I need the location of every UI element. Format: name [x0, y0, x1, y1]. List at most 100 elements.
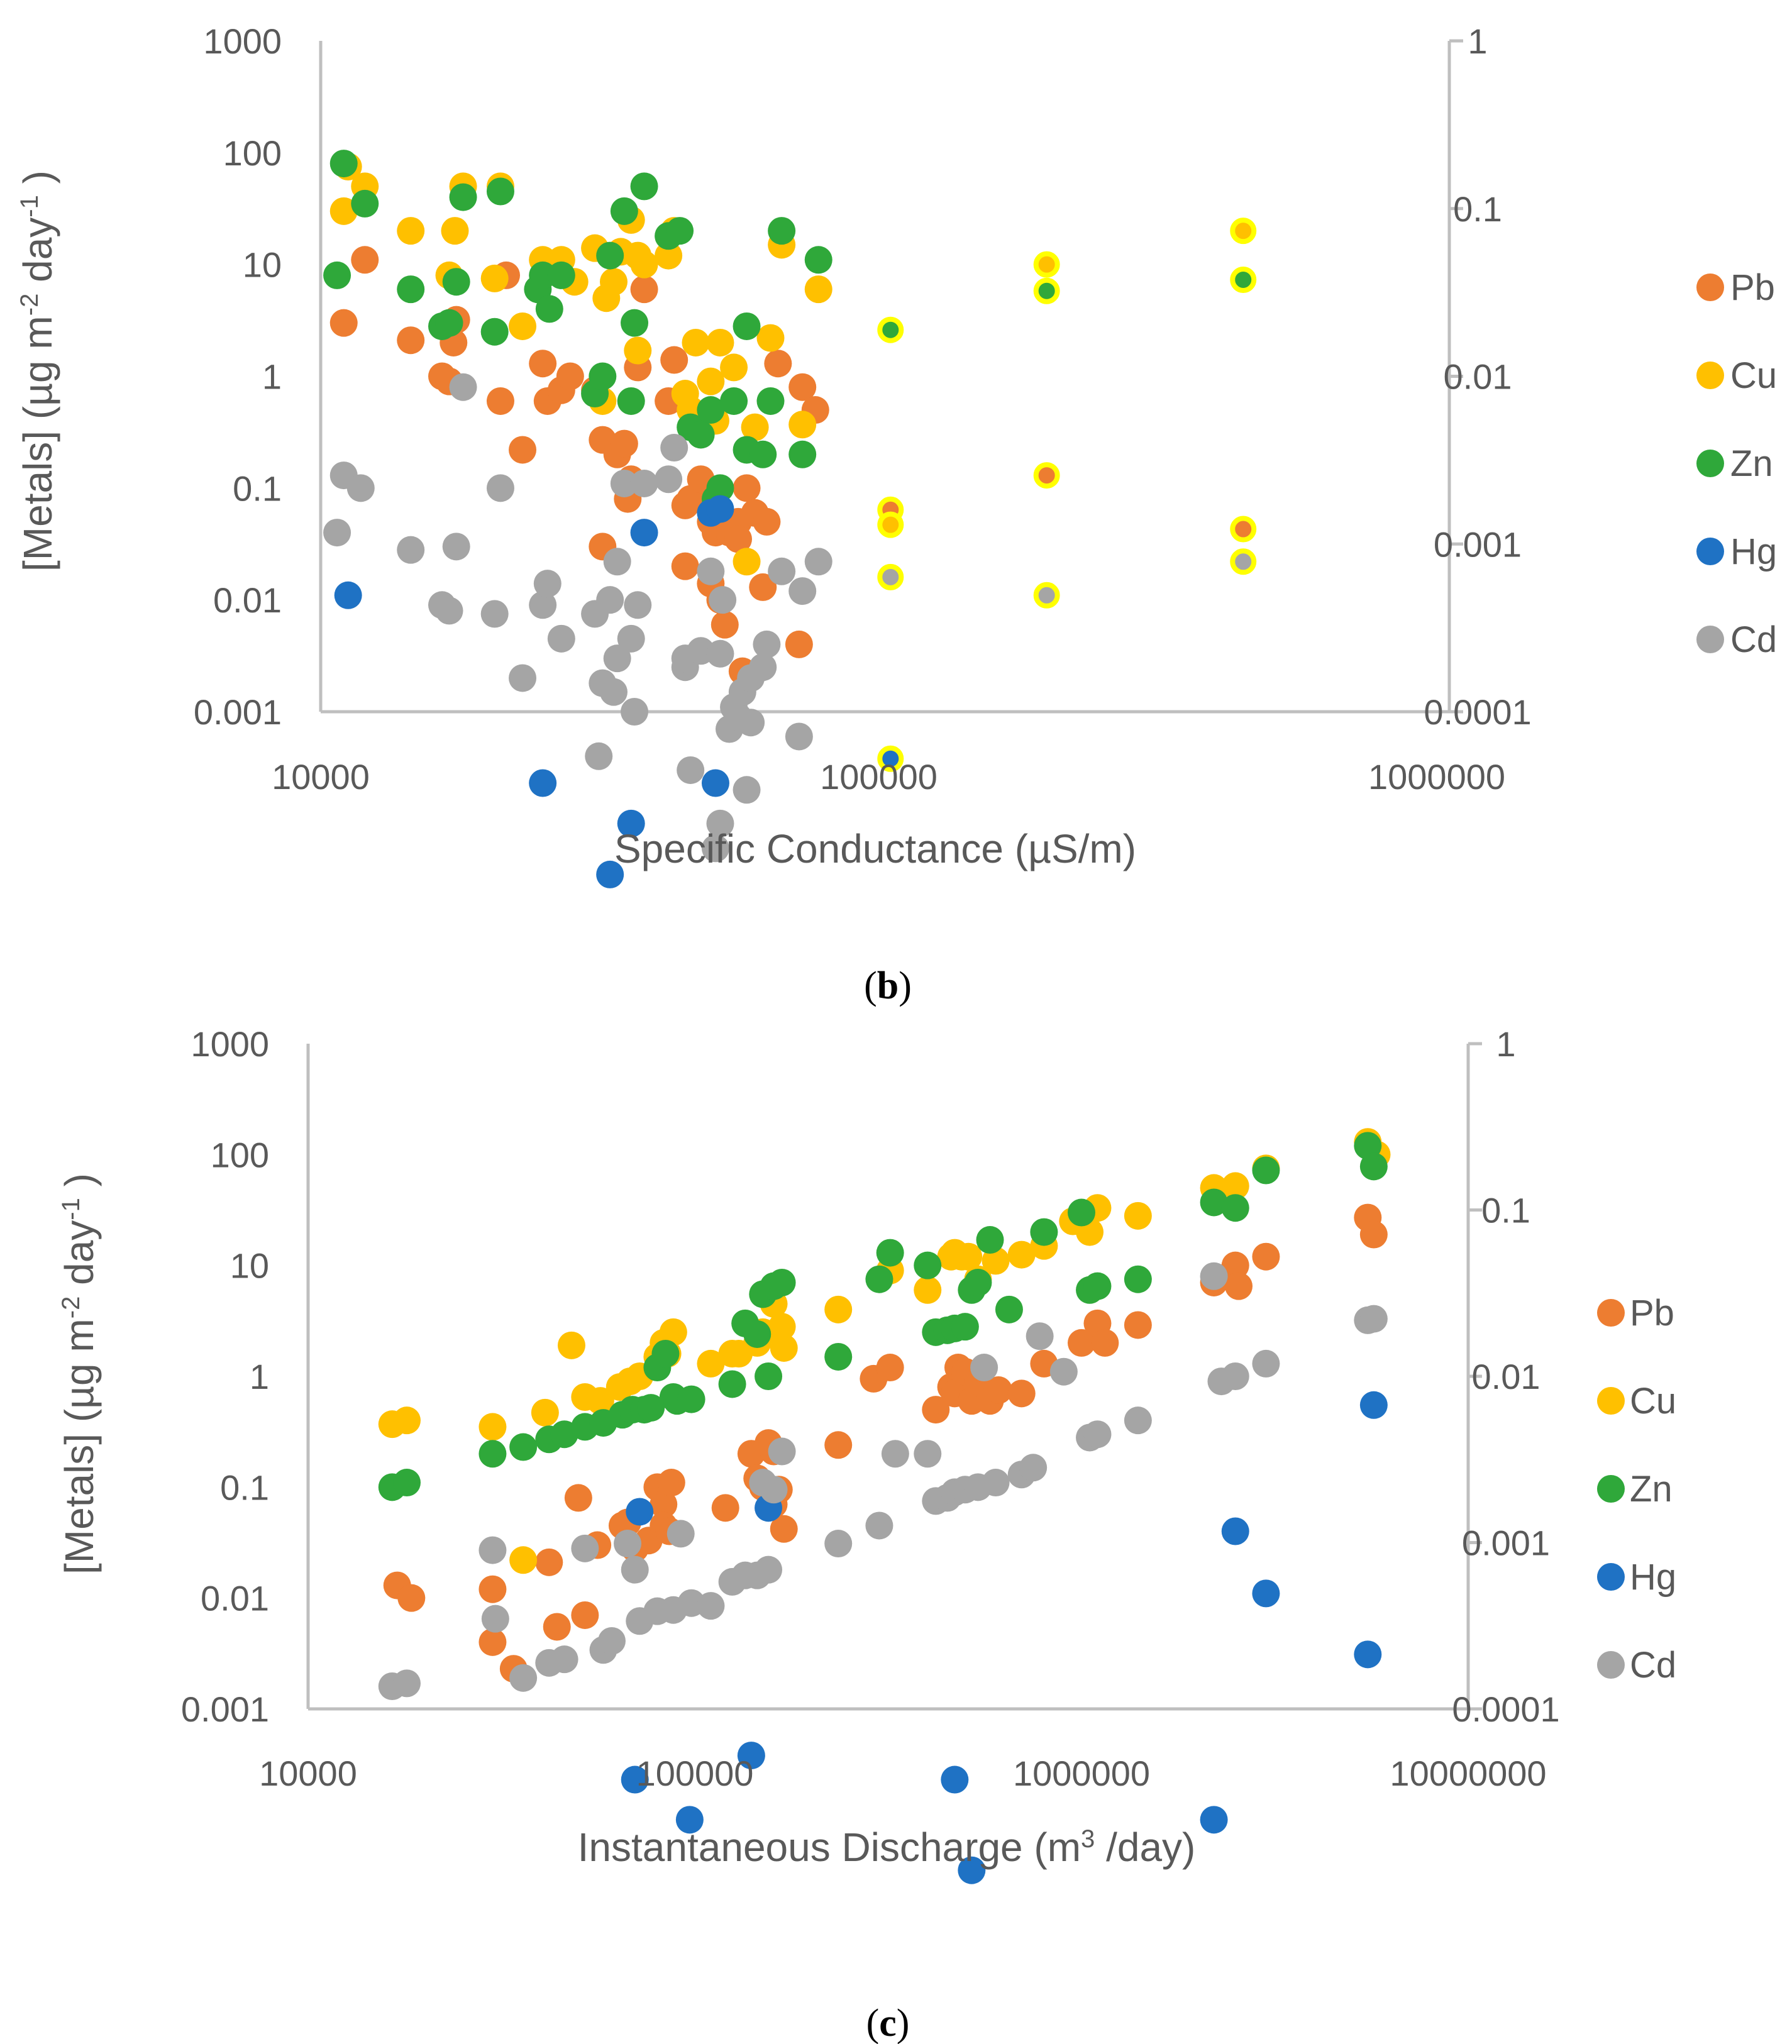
- panel-b-y-tick-label: 0.01: [213, 580, 282, 620]
- panel-c-point-cu: [982, 1247, 1010, 1275]
- panel-b-legend-label: Zn: [1730, 443, 1773, 484]
- panel-c-point-cu: [478, 1413, 507, 1441]
- panel-b-point-cd: [753, 630, 781, 658]
- panel-c-legend-marker: [1597, 1299, 1625, 1327]
- panel-c-point-zn: [1252, 1156, 1280, 1185]
- panel-c-point-hg: [1252, 1579, 1280, 1608]
- panel-c-y-tick-label: 0.01: [201, 1579, 269, 1618]
- panel-c-x-axis-title: Instantaneous Discharge (m3 /day): [578, 1825, 1196, 1870]
- panel-c-legend-label: Hg: [1630, 1557, 1676, 1598]
- panel-b-point-cd: [660, 434, 689, 462]
- panel-c-point-cd: [1200, 1262, 1228, 1290]
- panel-c-label: (c): [866, 2002, 910, 2044]
- panel-b-legend-label: Cu: [1730, 355, 1777, 396]
- panel-c-point-cd: [621, 1555, 649, 1584]
- panel-c-point-pb: [1359, 1220, 1388, 1249]
- panel-b-point-hg: [630, 519, 658, 547]
- panel-b-point-pb: [351, 246, 379, 274]
- panel-b-point-pb: [753, 507, 781, 536]
- panel-c-x-tick-label: 1000000: [1013, 1754, 1150, 1793]
- panel-b-point-cd: [701, 834, 729, 863]
- panel-b-point-zn: [617, 387, 645, 415]
- panel-b-y-tick-label: 10: [243, 245, 282, 285]
- panel-b-point-hg: [701, 769, 729, 797]
- panel-c-point-pb: [650, 1490, 678, 1518]
- panel-b-point-zn: [351, 189, 379, 218]
- panel-c-point-cd: [914, 1440, 942, 1468]
- panel-b-point-cd: [768, 557, 796, 585]
- panel-c-point-pb: [770, 1515, 798, 1543]
- panel-b-point-zn: [756, 387, 785, 415]
- panel-c-point-zn: [951, 1313, 979, 1341]
- panel-c-point-cu: [768, 1313, 796, 1341]
- panel-b-point-zn: [442, 268, 470, 296]
- panel-c-secondary-y-tick-label: 0.0001: [1452, 1689, 1559, 1729]
- panel-b-chart: 0.001 0.01 0.1 1 10 100 1000 0.0001 0.001 0.01 0.1…: [15, 21, 1777, 1007]
- panel-c-legend-marker: [1597, 1475, 1625, 1503]
- panel-b-point-cd: [596, 586, 624, 614]
- panel-b-point-cd: [509, 664, 537, 692]
- panel-c-legend-marker: [1597, 1563, 1625, 1591]
- panel-c-point-cu: [586, 1387, 614, 1415]
- panel-c-point-zn: [478, 1440, 507, 1468]
- panel-c-secondary-y-tick-label: 1: [1496, 1024, 1515, 1064]
- panel-c-point-pb: [711, 1494, 739, 1522]
- panel-c-legend: Pb Cu Zn Hg Cd: [1597, 1293, 1676, 1686]
- panel-c-point-cd: [970, 1354, 998, 1382]
- panel-b-point-cd: [529, 591, 557, 619]
- panel-c-point-zn: [876, 1239, 904, 1267]
- panel-c-point-cu: [392, 1406, 421, 1435]
- panel-b-legend-marker: [1696, 450, 1724, 477]
- panel-b-point-zn: [596, 241, 624, 270]
- panel-b-point-pb: [486, 387, 514, 415]
- panel-b-point-zn: [610, 197, 638, 225]
- panel-b-point-cd: [435, 597, 463, 625]
- panel-b-point-zn: [1033, 277, 1060, 304]
- panel-b-point-zn: [1230, 266, 1257, 293]
- panel-c-point-zn: [718, 1370, 746, 1398]
- panel-c-point-cd: [666, 1520, 695, 1548]
- panel-c-point-cd: [768, 1437, 796, 1466]
- panel-c-point-pb: [984, 1376, 1012, 1405]
- panel-c-point-hg: [626, 1498, 654, 1526]
- panel-b-point-cd: [397, 536, 425, 564]
- panel-c-point-pb: [1068, 1329, 1095, 1357]
- panel-b-secondary-y-tick-label: 0.1: [1453, 189, 1502, 229]
- panel-b-point-zn: [687, 421, 715, 449]
- panel-b-point-cu: [733, 548, 761, 576]
- panel-b-y-tick-label: 0.1: [233, 468, 282, 508]
- panel-c-point-cu: [697, 1349, 725, 1378]
- panel-b-point-cd: [323, 519, 351, 547]
- panel-b-point-zn: [877, 316, 904, 343]
- panel-b-point-cd: [599, 678, 628, 706]
- panel-b-markers: [323, 150, 1257, 888]
- panel-b-point-cu: [804, 275, 832, 304]
- panel-c-point-cd: [865, 1511, 893, 1540]
- panel-b-secondary-y-tick-label: 0.0001: [1424, 692, 1531, 732]
- panel-c-point-cd: [760, 1476, 788, 1504]
- panel-b-point-zn: [449, 183, 477, 211]
- panel-b-point-cd: [585, 742, 613, 770]
- panel-c-y-tick-label: 10: [230, 1246, 269, 1286]
- panel-b-x-tick-label: 1000000: [1368, 757, 1505, 797]
- panel-c-point-hg: [621, 1765, 649, 1794]
- panel-c-point-pb: [535, 1548, 563, 1576]
- panel-c-point-cd: [1083, 1420, 1112, 1449]
- panel-c-point-hg: [958, 1856, 986, 1884]
- panel-c-y-tick-label: 1: [250, 1357, 269, 1396]
- panel-c-legend-label: Cu: [1630, 1381, 1676, 1422]
- panel-b-point-zn: [547, 261, 575, 289]
- panel-b-x-tick-label: 100000: [820, 757, 937, 797]
- panel-c-chart: 0.001 0.01 0.1 1 10 100 1000 0.0001 0.001 0.01 0.1…: [57, 1024, 1676, 2044]
- panel-b-point-cd: [610, 469, 638, 497]
- panel-b-point-cd: [877, 563, 904, 590]
- panel-c-point-hg: [737, 1742, 765, 1770]
- panel-b-point-hg: [877, 745, 904, 772]
- panel-c-legend-item-hg: Hg: [1597, 1557, 1676, 1598]
- panel-b-point-cd: [697, 557, 725, 585]
- panel-c-point-pb: [922, 1396, 950, 1424]
- panel-b-secondary-y-tick-label: 1: [1468, 21, 1487, 61]
- panel-c-point-zn: [1200, 1188, 1228, 1217]
- panel-b-point-cd: [677, 756, 705, 784]
- panel-b-point-pb: [509, 436, 537, 464]
